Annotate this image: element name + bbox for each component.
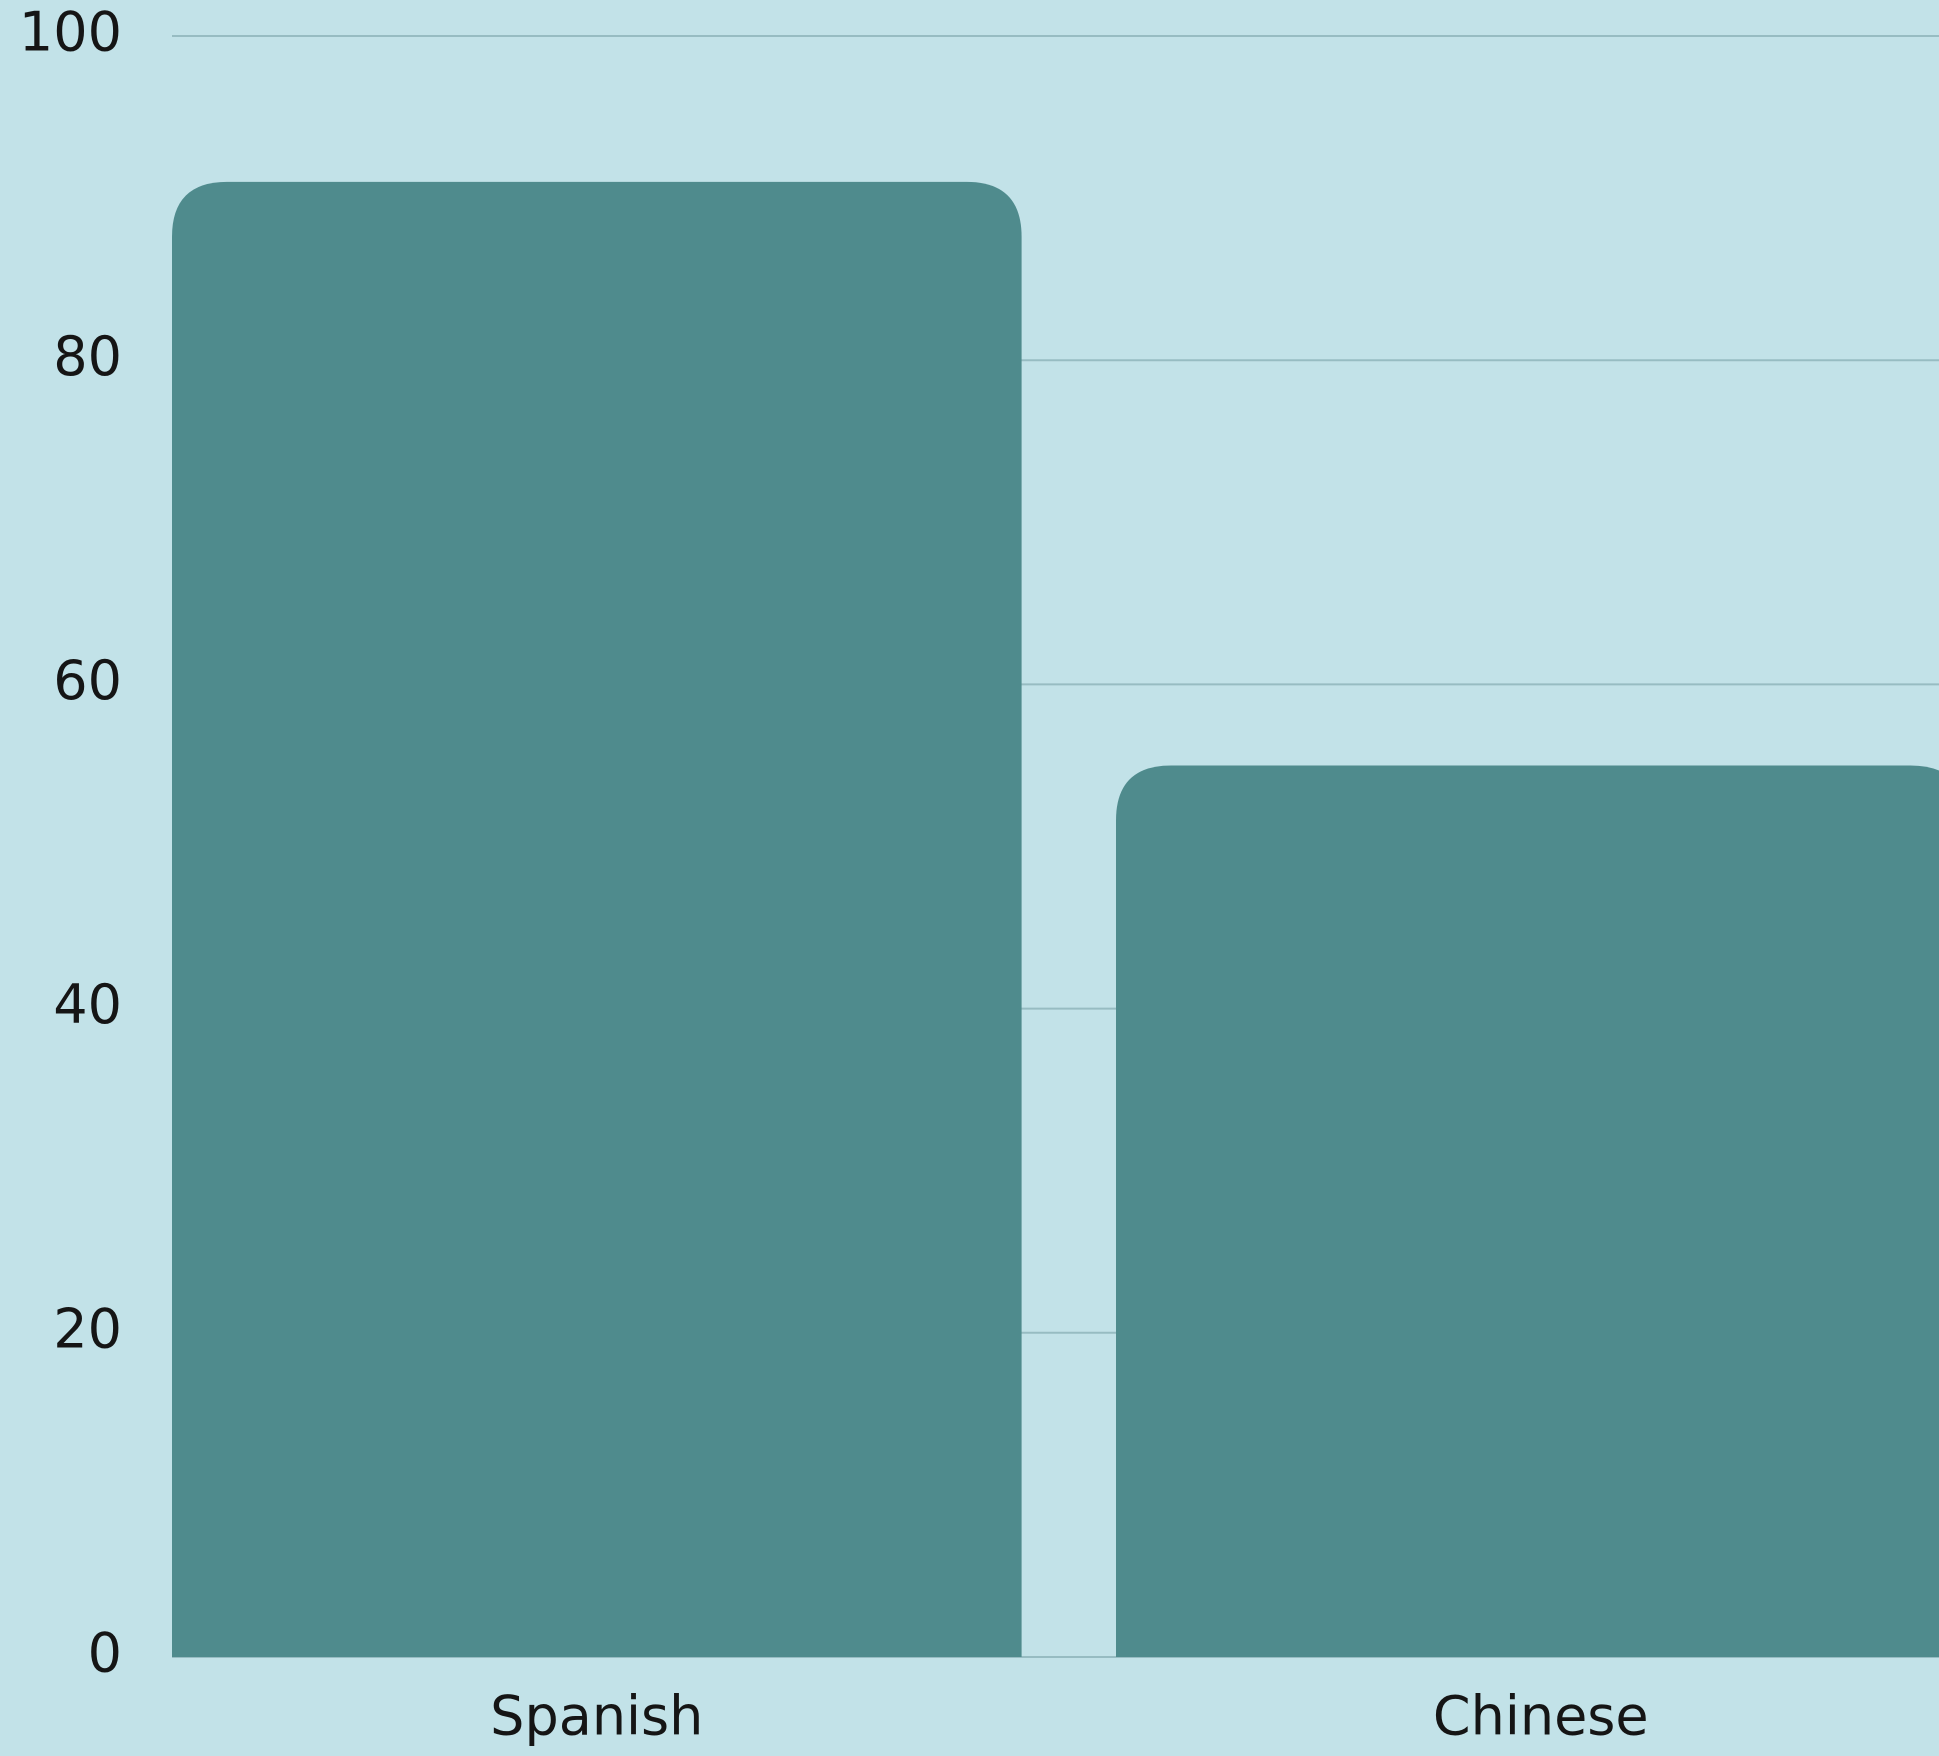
y-tick-label: 100: [19, 1, 122, 64]
y-tick-label: 80: [53, 325, 122, 388]
y-tick-label: 60: [53, 649, 122, 712]
y-tick-label: 0: [88, 1622, 122, 1685]
bar: [1116, 765, 1939, 1657]
y-tick-label: 20: [53, 1297, 122, 1360]
bar: [172, 181, 1022, 1657]
x-tick-label: Spanish: [490, 1685, 703, 1748]
x-tick-label: Chinese: [1433, 1685, 1649, 1748]
y-tick-label: 40: [53, 973, 122, 1036]
